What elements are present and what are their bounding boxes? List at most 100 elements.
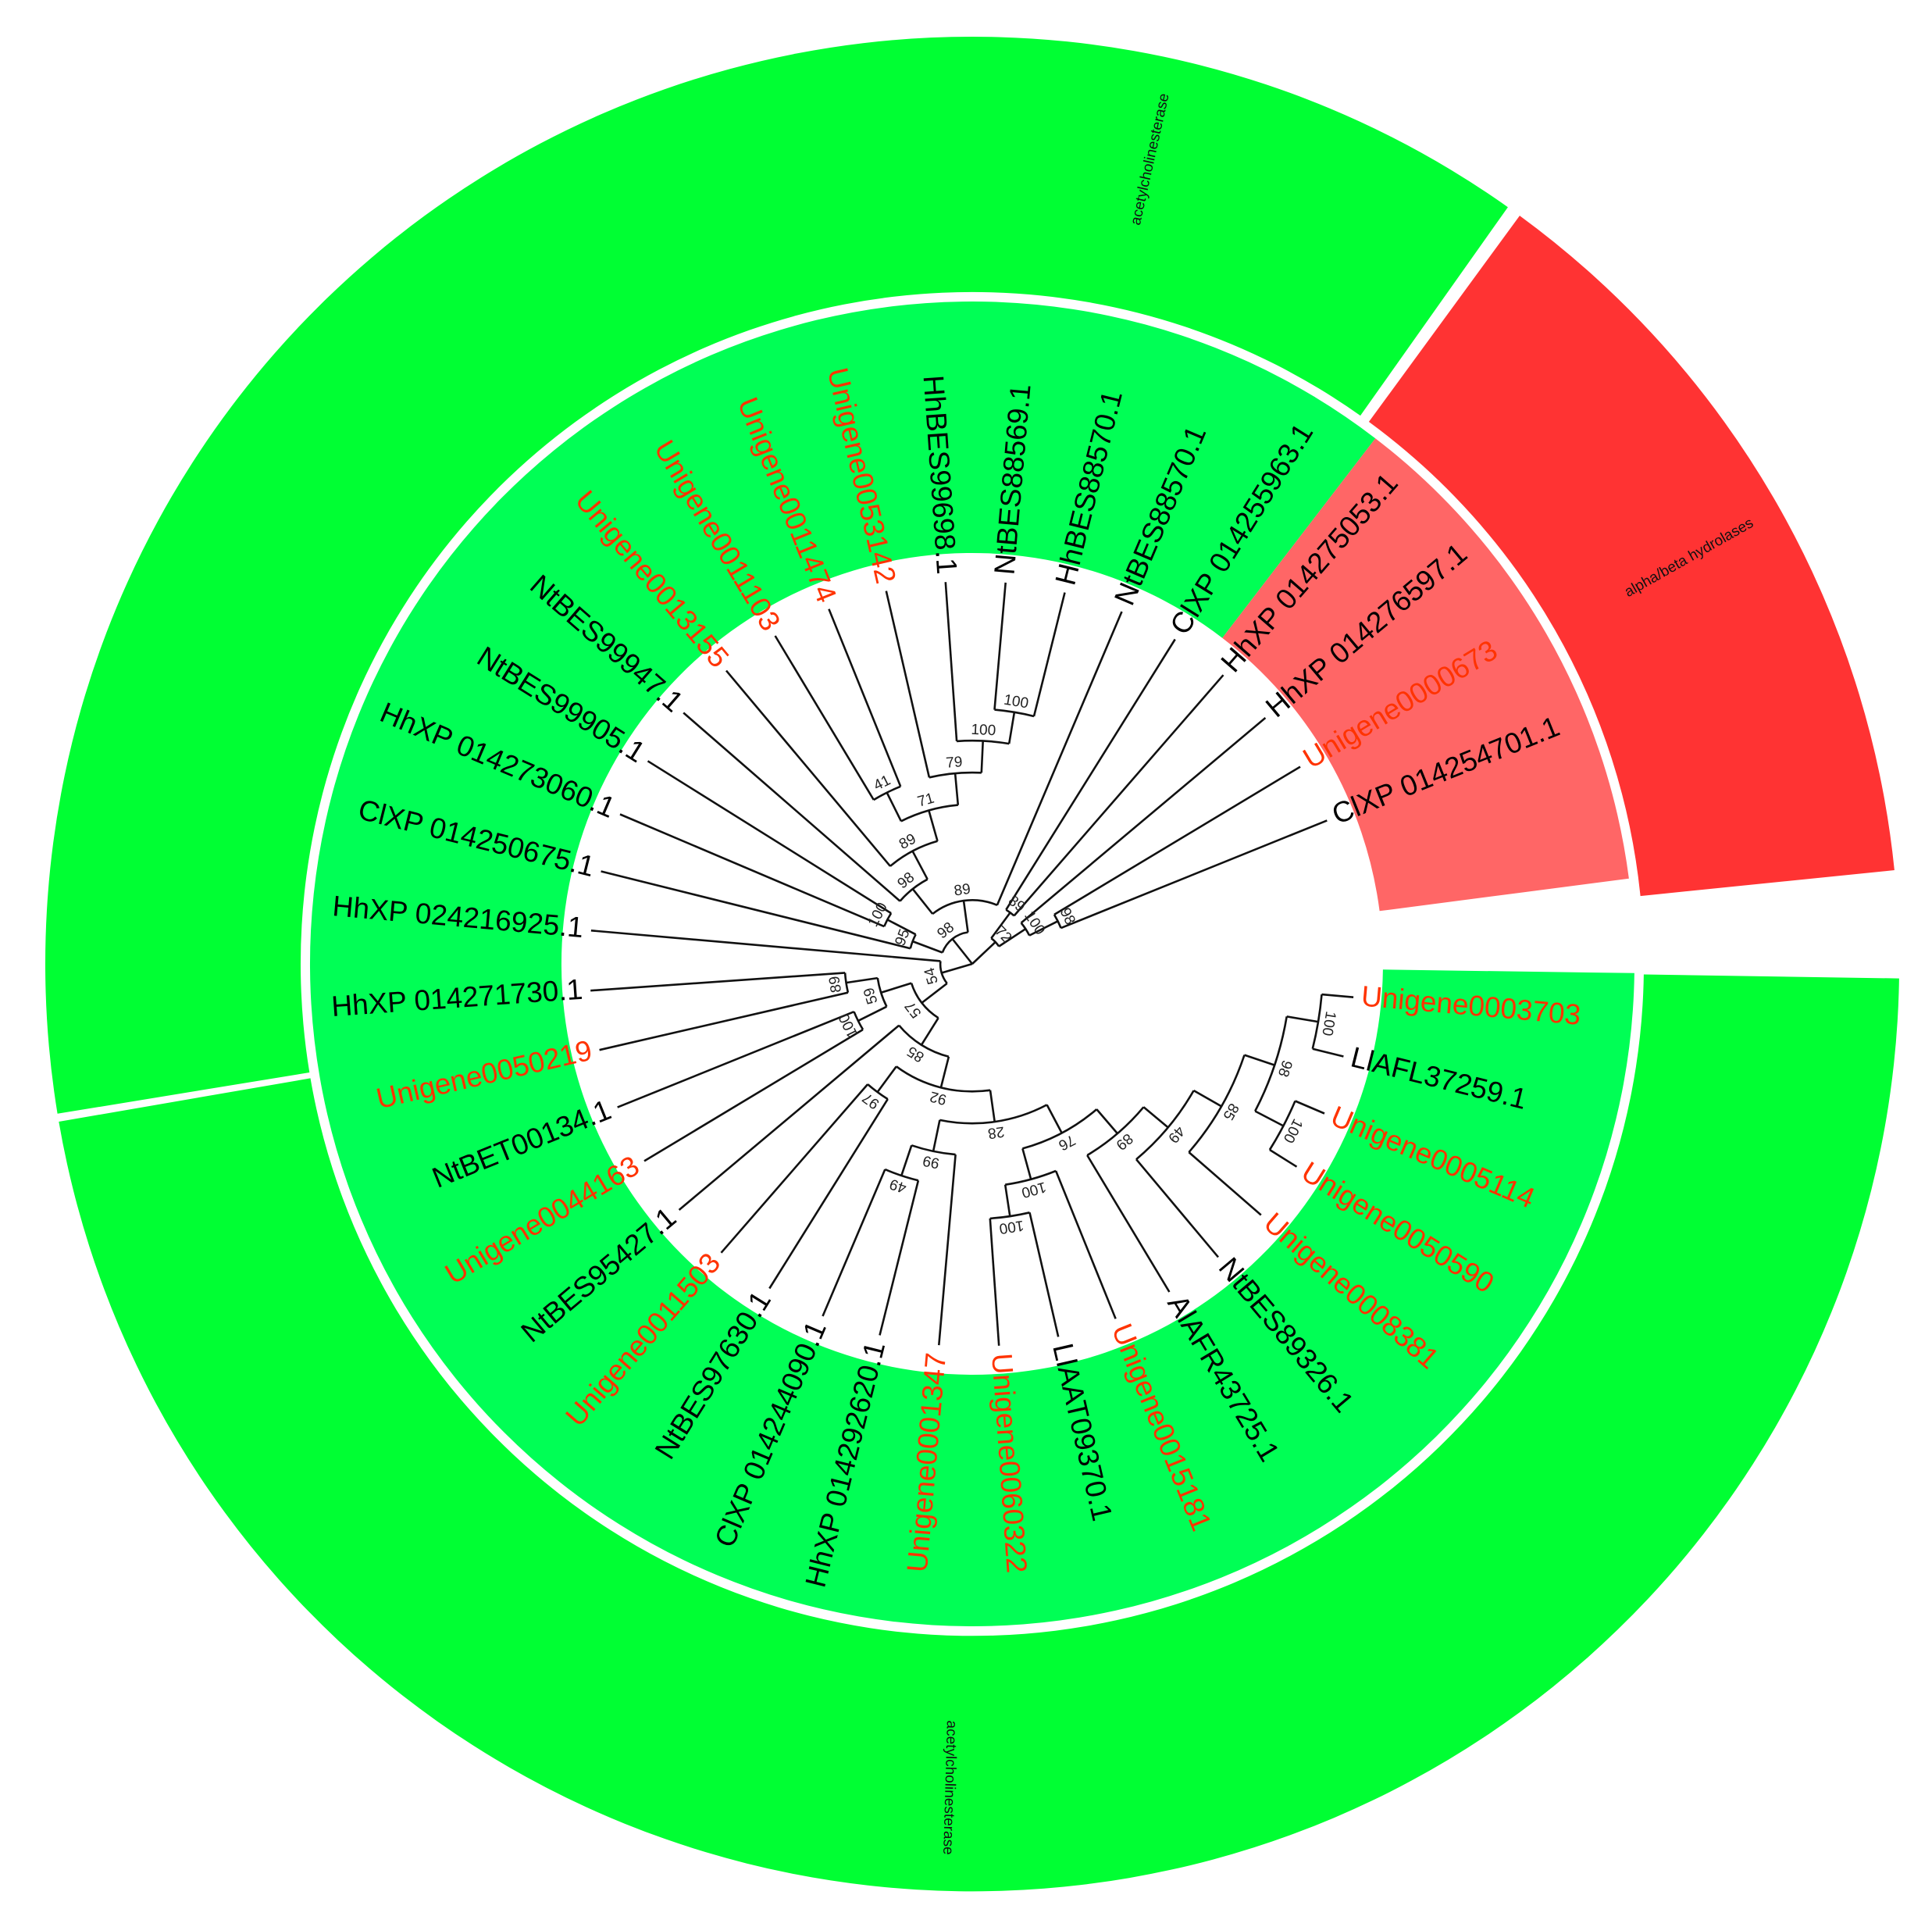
tree-branch-arc (929, 771, 982, 779)
tree-branch-line (846, 976, 878, 984)
tree-branch-line (1269, 1148, 1298, 1168)
tree-branch-arc (989, 1212, 1030, 1220)
tree-branch-arc (910, 983, 939, 1019)
tree-branch-line (1294, 1100, 1325, 1115)
tree-branch-line (590, 972, 846, 992)
tree-branch-line (951, 938, 974, 965)
tree-branch-line (1096, 1108, 1118, 1134)
outer-ring-acetylcholinesterase-bottom (59, 974, 1899, 1892)
tree-branch-line (828, 608, 902, 787)
inner-ring-alpha-beta-hydrolases (1222, 438, 1629, 912)
tree-branch-line (1286, 1015, 1319, 1023)
tree-branch-line (921, 982, 948, 1004)
tree-branch-arc (898, 1024, 950, 1058)
tree-branch-line (1054, 1170, 1117, 1319)
tree-branch-line (941, 962, 973, 974)
tree-branch-line (1053, 765, 1301, 916)
tree-branch-line (1060, 819, 1328, 930)
tree-branch-line (1135, 1158, 1219, 1258)
tree-branch-line (912, 940, 943, 954)
tree-branch-line (879, 1179, 920, 1336)
tree-branch-line (886, 792, 903, 822)
tree-branch-line (1046, 1104, 1063, 1134)
tree-branch-arc (889, 840, 938, 867)
tree-branch-line (989, 1090, 996, 1122)
bootstrap-value: 79 (945, 754, 963, 772)
tree-branch-line (971, 941, 996, 965)
tree-branch-line (1013, 674, 1224, 917)
tree-branch-line (617, 1010, 855, 1108)
tree-branch-line (939, 1056, 950, 1088)
tree-branch-arc (939, 961, 948, 984)
tree-branch-line (1032, 592, 1066, 717)
tree-branch-arc (853, 1011, 864, 1030)
tree-branch-arc (896, 1065, 991, 1093)
tree-branch-line (1005, 638, 1176, 911)
tree-branch-line (993, 582, 1007, 710)
tree-branch-line (989, 1218, 1000, 1346)
tree-branch-line (619, 813, 885, 928)
tree-branch-line (1086, 1154, 1171, 1293)
tree-branch-line (886, 919, 917, 936)
tree-branch-arc (939, 1104, 1048, 1125)
tree-branch-line (599, 991, 849, 1051)
bootstrap-value: 92 (929, 1088, 949, 1108)
tree-branch-line (932, 1119, 941, 1152)
bootstrap-value: 100 (998, 1217, 1025, 1236)
tree-branch-line (822, 1169, 886, 1317)
tree-branch-line (876, 1065, 897, 1093)
bootstrap-value: 99 (921, 1152, 941, 1172)
tree-branch-arc (883, 912, 893, 927)
outer-ring-alpha-beta-hydrolases (1368, 216, 1895, 897)
tree-branch-arc (1254, 1016, 1288, 1112)
outer-annotation-ring (45, 36, 1899, 1892)
tree-branch-arc (900, 804, 958, 823)
tree-branch-line (944, 582, 958, 741)
tree-branch-arc (843, 972, 850, 993)
tree-branch-arc (994, 708, 1035, 718)
tree-branch-line (911, 851, 929, 880)
tree-branch-line (590, 930, 941, 962)
tree-branch-line (954, 773, 960, 805)
tree-branch-arc (1086, 1106, 1145, 1157)
tree-branch-line (601, 870, 911, 950)
tree-branch-arc (876, 977, 888, 1008)
tree-branch-line (885, 591, 931, 778)
tree-branch-arc (1005, 1169, 1057, 1186)
tree-branch-line (880, 982, 912, 994)
bootstrap-value: 100 (1003, 692, 1030, 712)
tree-branch-line (920, 1017, 939, 1046)
tree-branch-line (768, 1098, 889, 1290)
tree-branch-arc (1135, 1090, 1195, 1161)
tree-branch-line (725, 669, 891, 867)
tree-branch-arc (1311, 994, 1323, 1050)
tree-branch-line (1321, 993, 1354, 998)
tree-branch-line (1244, 1054, 1275, 1066)
tree-branch-arc (1188, 1054, 1246, 1153)
tree-branch-line (1142, 1106, 1169, 1129)
tree-branch-line (1003, 1184, 1011, 1217)
tree-branch-arc (899, 878, 929, 902)
bootstrap-value: 28 (987, 1123, 1006, 1142)
tree-branches (590, 582, 1354, 1346)
tree-branch-line (996, 611, 1123, 906)
tree-branch-line (1028, 1212, 1060, 1337)
tree-branch-arc (909, 933, 917, 949)
tree-branch-line (857, 1005, 887, 1022)
tree-branch-arc (932, 899, 998, 915)
tree-branch-line (643, 1028, 864, 1162)
tree-branch-line (774, 635, 875, 801)
tree-branch-line (980, 740, 984, 773)
clade-label-acetylcholinesterase-bottom: acetylcholinesterase (939, 1720, 960, 1855)
tree-branch-line (938, 1154, 957, 1346)
tree-branch-line (900, 1144, 913, 1176)
bootstrap-value: 89 (953, 881, 971, 900)
inner-ring-acetylcholinesterase (309, 301, 1634, 1626)
bootstrap-value: 100 (1318, 1010, 1338, 1037)
tree-branch-line (1020, 717, 1267, 924)
inner-label-ring (309, 301, 1634, 1626)
tree-branch-line (647, 760, 892, 915)
tree-branch-line (683, 712, 901, 902)
tree-branch-line (1192, 1089, 1222, 1108)
tree-branch-line (911, 888, 934, 915)
